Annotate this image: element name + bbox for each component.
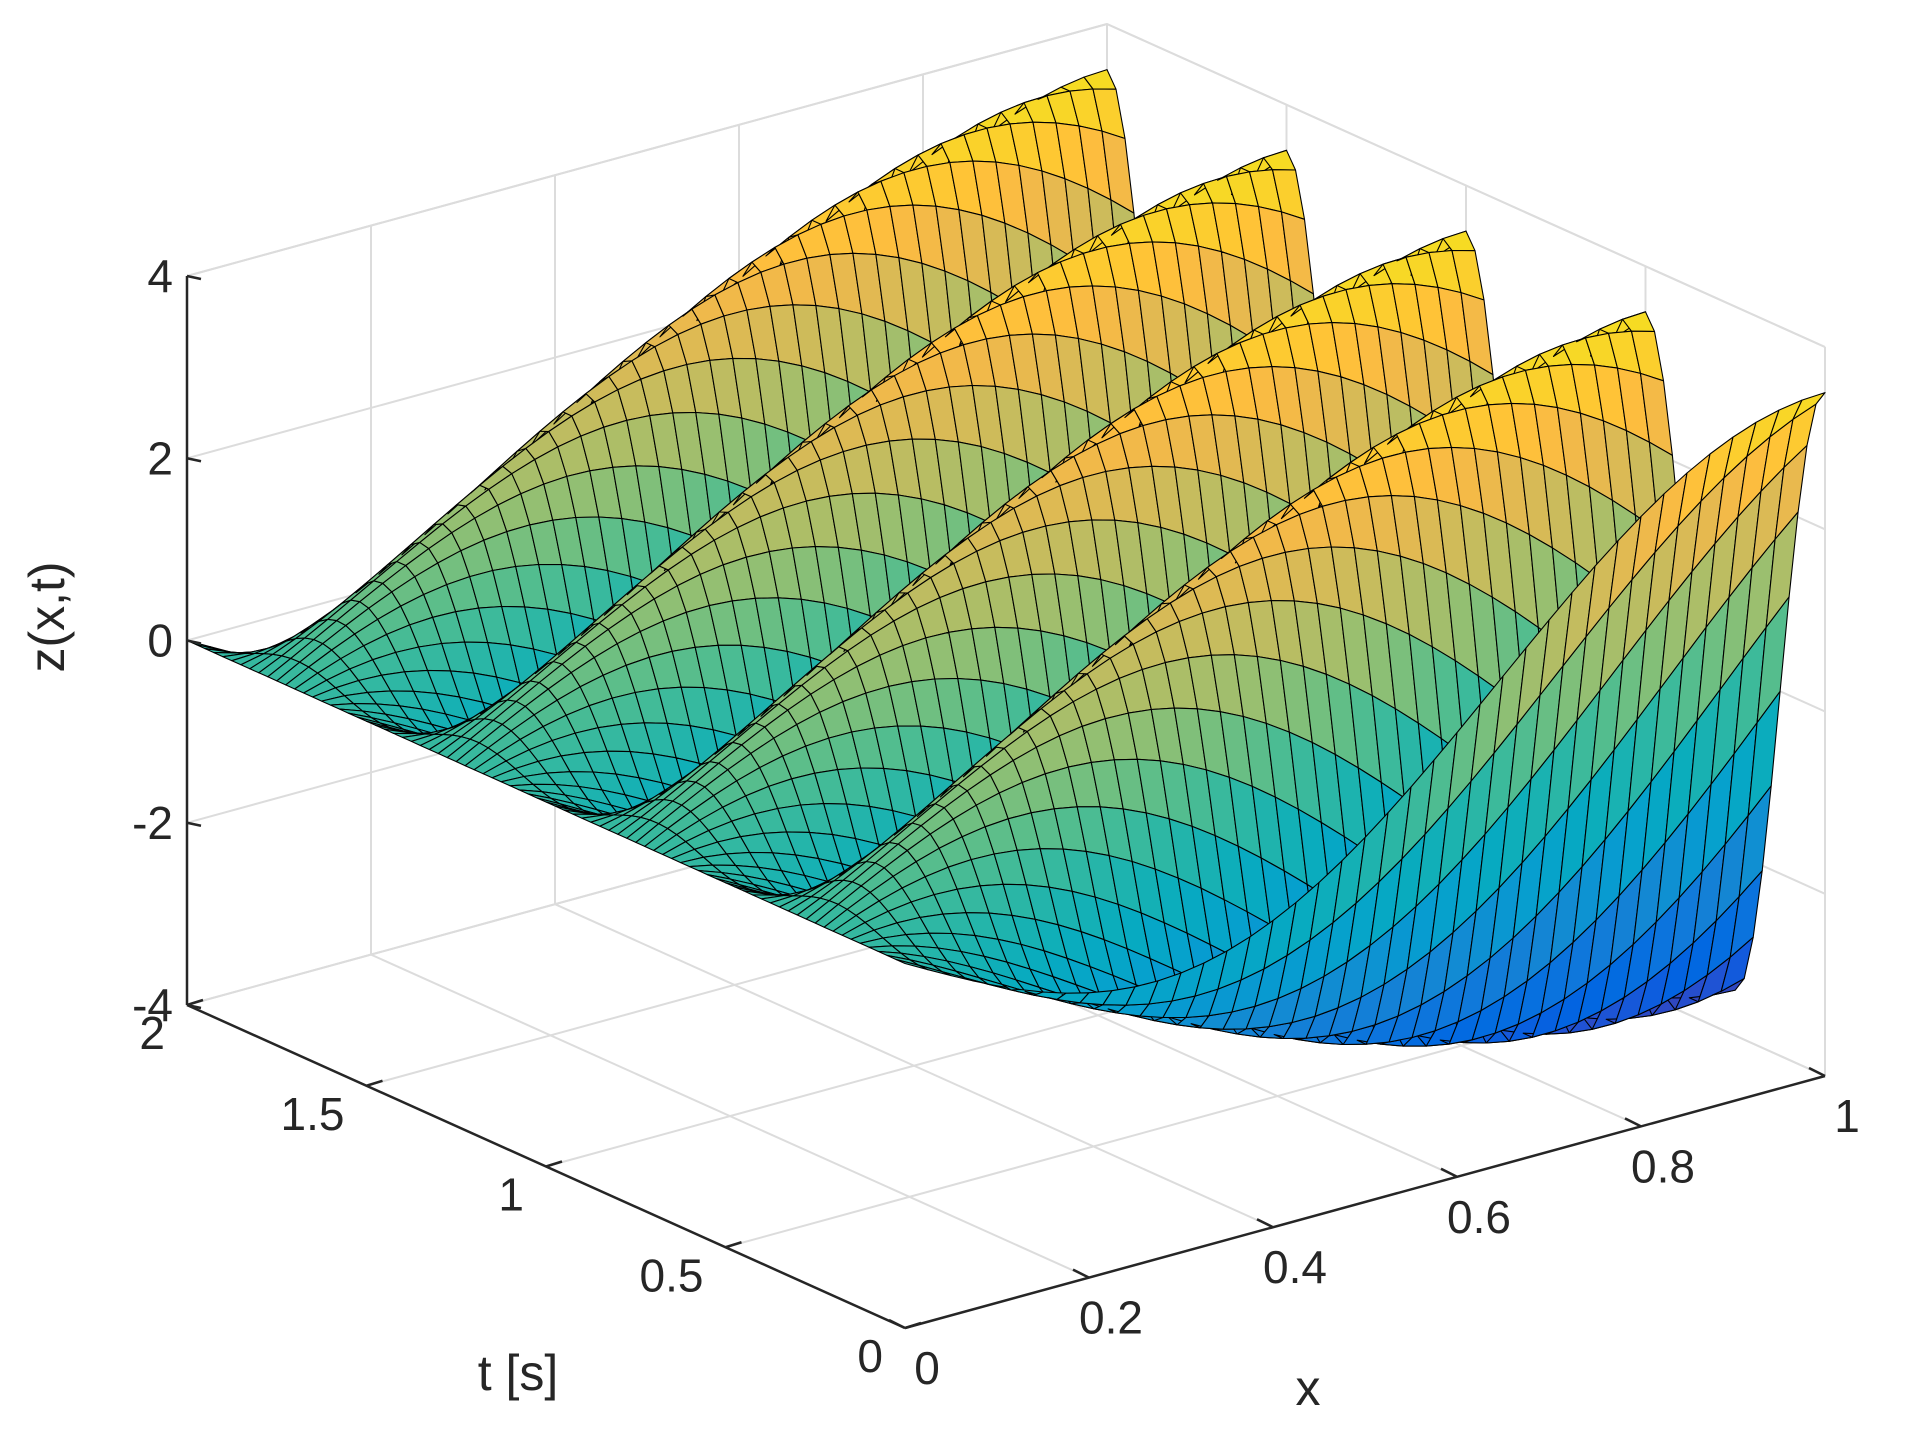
x-tick-label: 0.8 [1631,1140,1695,1192]
z-tick-label: -2 [132,797,173,849]
x-tick-label: 1 [1834,1090,1860,1142]
t-tick-label: 1 [498,1169,524,1221]
x-tick-label: 0 [914,1342,940,1394]
x-tick-mark [1256,1218,1274,1229]
t-tick-mark [186,998,204,1007]
ticks-layer: -4 -2 0 2 4 0 0.5 1 1.5 2 0 0.2 0.4 0.6 0.8 1 [132,250,1860,1394]
surface-patch [1792,392,1826,420]
x-tick-mark [888,1318,906,1330]
surface-layer [186,69,1826,1047]
t-tick-label: 0 [857,1330,883,1382]
x-tick-label: 0.6 [1447,1191,1511,1243]
t-tick-mark [366,1079,383,1087]
z-tick-mark [186,274,202,281]
x-tick-mark [1072,1268,1090,1279]
t-tick-label: 2 [139,1007,165,1059]
z-axis-label: z(x,t) [19,561,75,672]
x-tick-label: 0.2 [1079,1292,1143,1344]
t-axis-label: t [s] [478,1345,559,1401]
z-tick-label: 0 [147,615,173,667]
x-tick-label: 0.4 [1263,1241,1327,1293]
t-tick-mark [725,1241,742,1249]
z-tick-label: 2 [147,432,173,484]
box-edge [1106,23,1826,348]
t-tick-label: 0.5 [640,1249,704,1301]
t-tick-mark [904,1321,922,1330]
z-tick-mark [186,457,202,463]
z-tick-mark [186,821,202,827]
x-tick-mark [1440,1167,1458,1178]
x-axis-label: x [1296,1360,1321,1416]
z-tick-label: 4 [147,250,173,302]
x-tick-mark [1808,1066,1826,1078]
z-tick-mark [186,639,202,645]
x-axis-line [904,1074,1826,1330]
x-tick-mark [1624,1117,1642,1128]
box-edge [186,23,1108,277]
t-tick-mark [545,1160,563,1168]
z-tick-label: -4 [132,979,173,1031]
t-tick-label: 1.5 [281,1088,345,1140]
